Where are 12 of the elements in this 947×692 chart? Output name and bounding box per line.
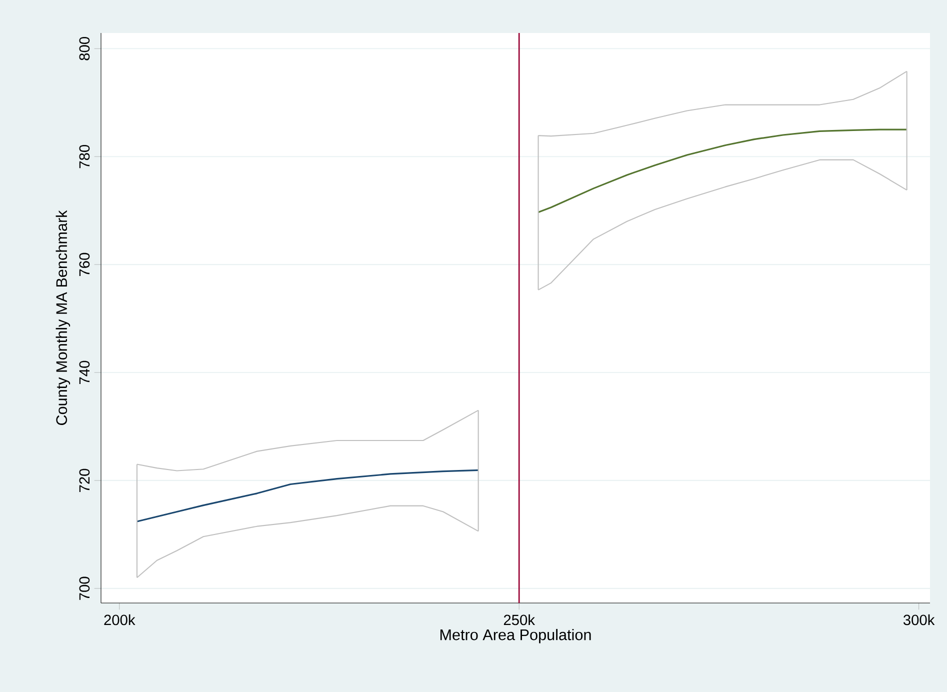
x-axis-title: Metro Area Population (440, 628, 591, 644)
y-tick-label: 740 (79, 360, 90, 384)
x-tick-label: 200k (104, 614, 136, 626)
y-tick-label: 800 (79, 37, 90, 60)
y-tick-label: 760 (79, 252, 90, 276)
y-tick-label: 720 (79, 468, 90, 492)
y-tick-label: 700 (79, 576, 90, 600)
line-series (537, 128, 908, 213)
y-axis-title: County Monthly MA Benchmark (56, 210, 70, 426)
x-tick-label: 300k (903, 614, 935, 626)
x-tick-label: 250k (504, 614, 536, 626)
y-tick-label: 780 (79, 144, 90, 168)
